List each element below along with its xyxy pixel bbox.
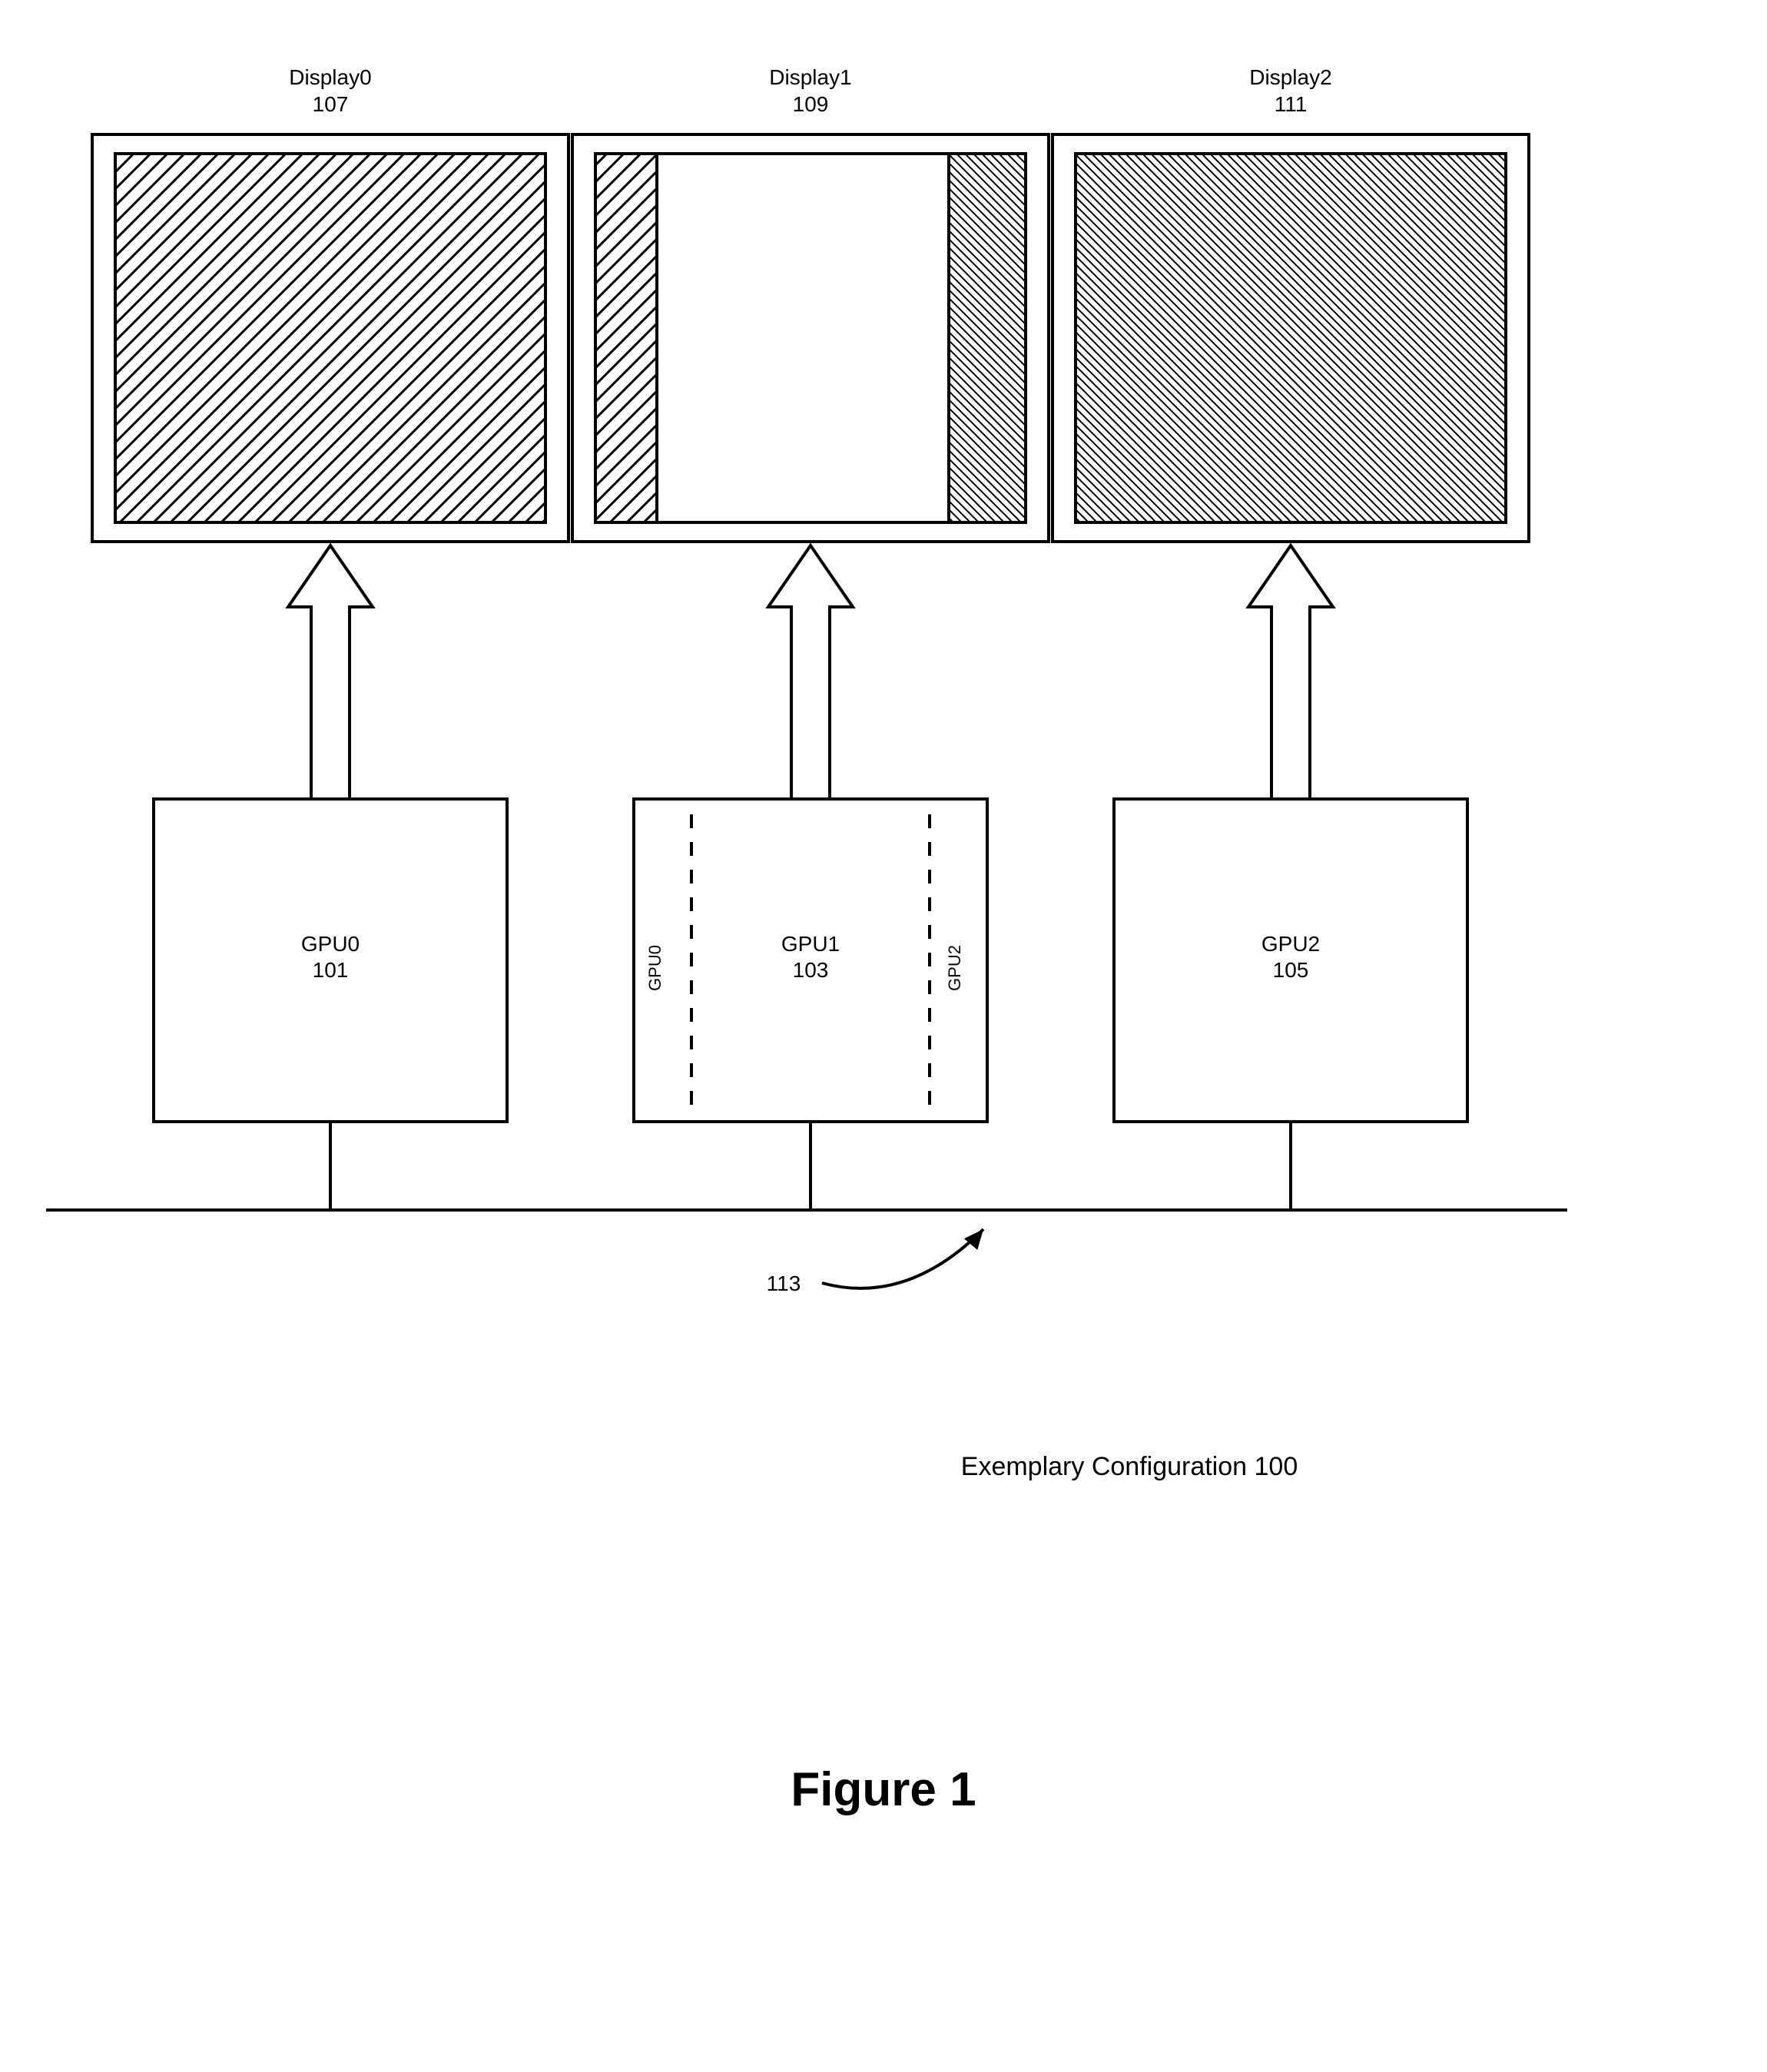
gpu-0-name: GPU0 [301,932,360,956]
display-0-ref: 107 [313,92,349,116]
bus-ref: 113 [767,1271,801,1295]
gpu-0: GPU0101 [154,799,507,1122]
display-2: Display2 111 [1053,65,1529,542]
gpu-1: GPU1103 GPU0 GPU2 [634,799,987,1122]
arrow-1-icon [768,545,853,799]
figure-title: Figure 1 [791,1763,976,1816]
display-1-region-1 [657,154,949,522]
display-1: Display1 109 [572,65,1049,542]
gpu-1-name: GPU1 [781,932,840,956]
gpu-0-ref: 101 [313,958,349,982]
arrow-2-icon [1248,545,1333,799]
display-1-region-0 [595,154,657,522]
display-0-region-0 [115,154,545,522]
display-0: Display0 107 [92,65,569,542]
gpu-2-ref: 105 [1273,958,1309,982]
gpu-2: GPU2105 [1114,799,1467,1122]
bus-callout-arrowhead-icon [964,1229,983,1250]
gpu-1-side-label-0: GPU0 [645,945,665,991]
caption: Exemplary Configuration 100 [961,1452,1298,1481]
gpu-1-ref: 103 [793,958,829,982]
display-1-region-2 [949,154,1026,522]
bus: 113 [46,1122,1567,1295]
display-1-name: Display1 [769,65,851,89]
display-0-name: Display0 [289,65,371,89]
display-2-name: Display2 [1249,65,1331,89]
gpu-1-side-label-1: GPU2 [945,945,964,991]
arrow-0-icon [288,545,373,799]
gpu-2-name: GPU2 [1261,932,1320,956]
bus-callout-arc [822,1229,983,1288]
display-2-ref: 111 [1275,92,1308,116]
display-1-ref: 109 [793,92,829,116]
display-2-region-0 [1076,154,1506,522]
